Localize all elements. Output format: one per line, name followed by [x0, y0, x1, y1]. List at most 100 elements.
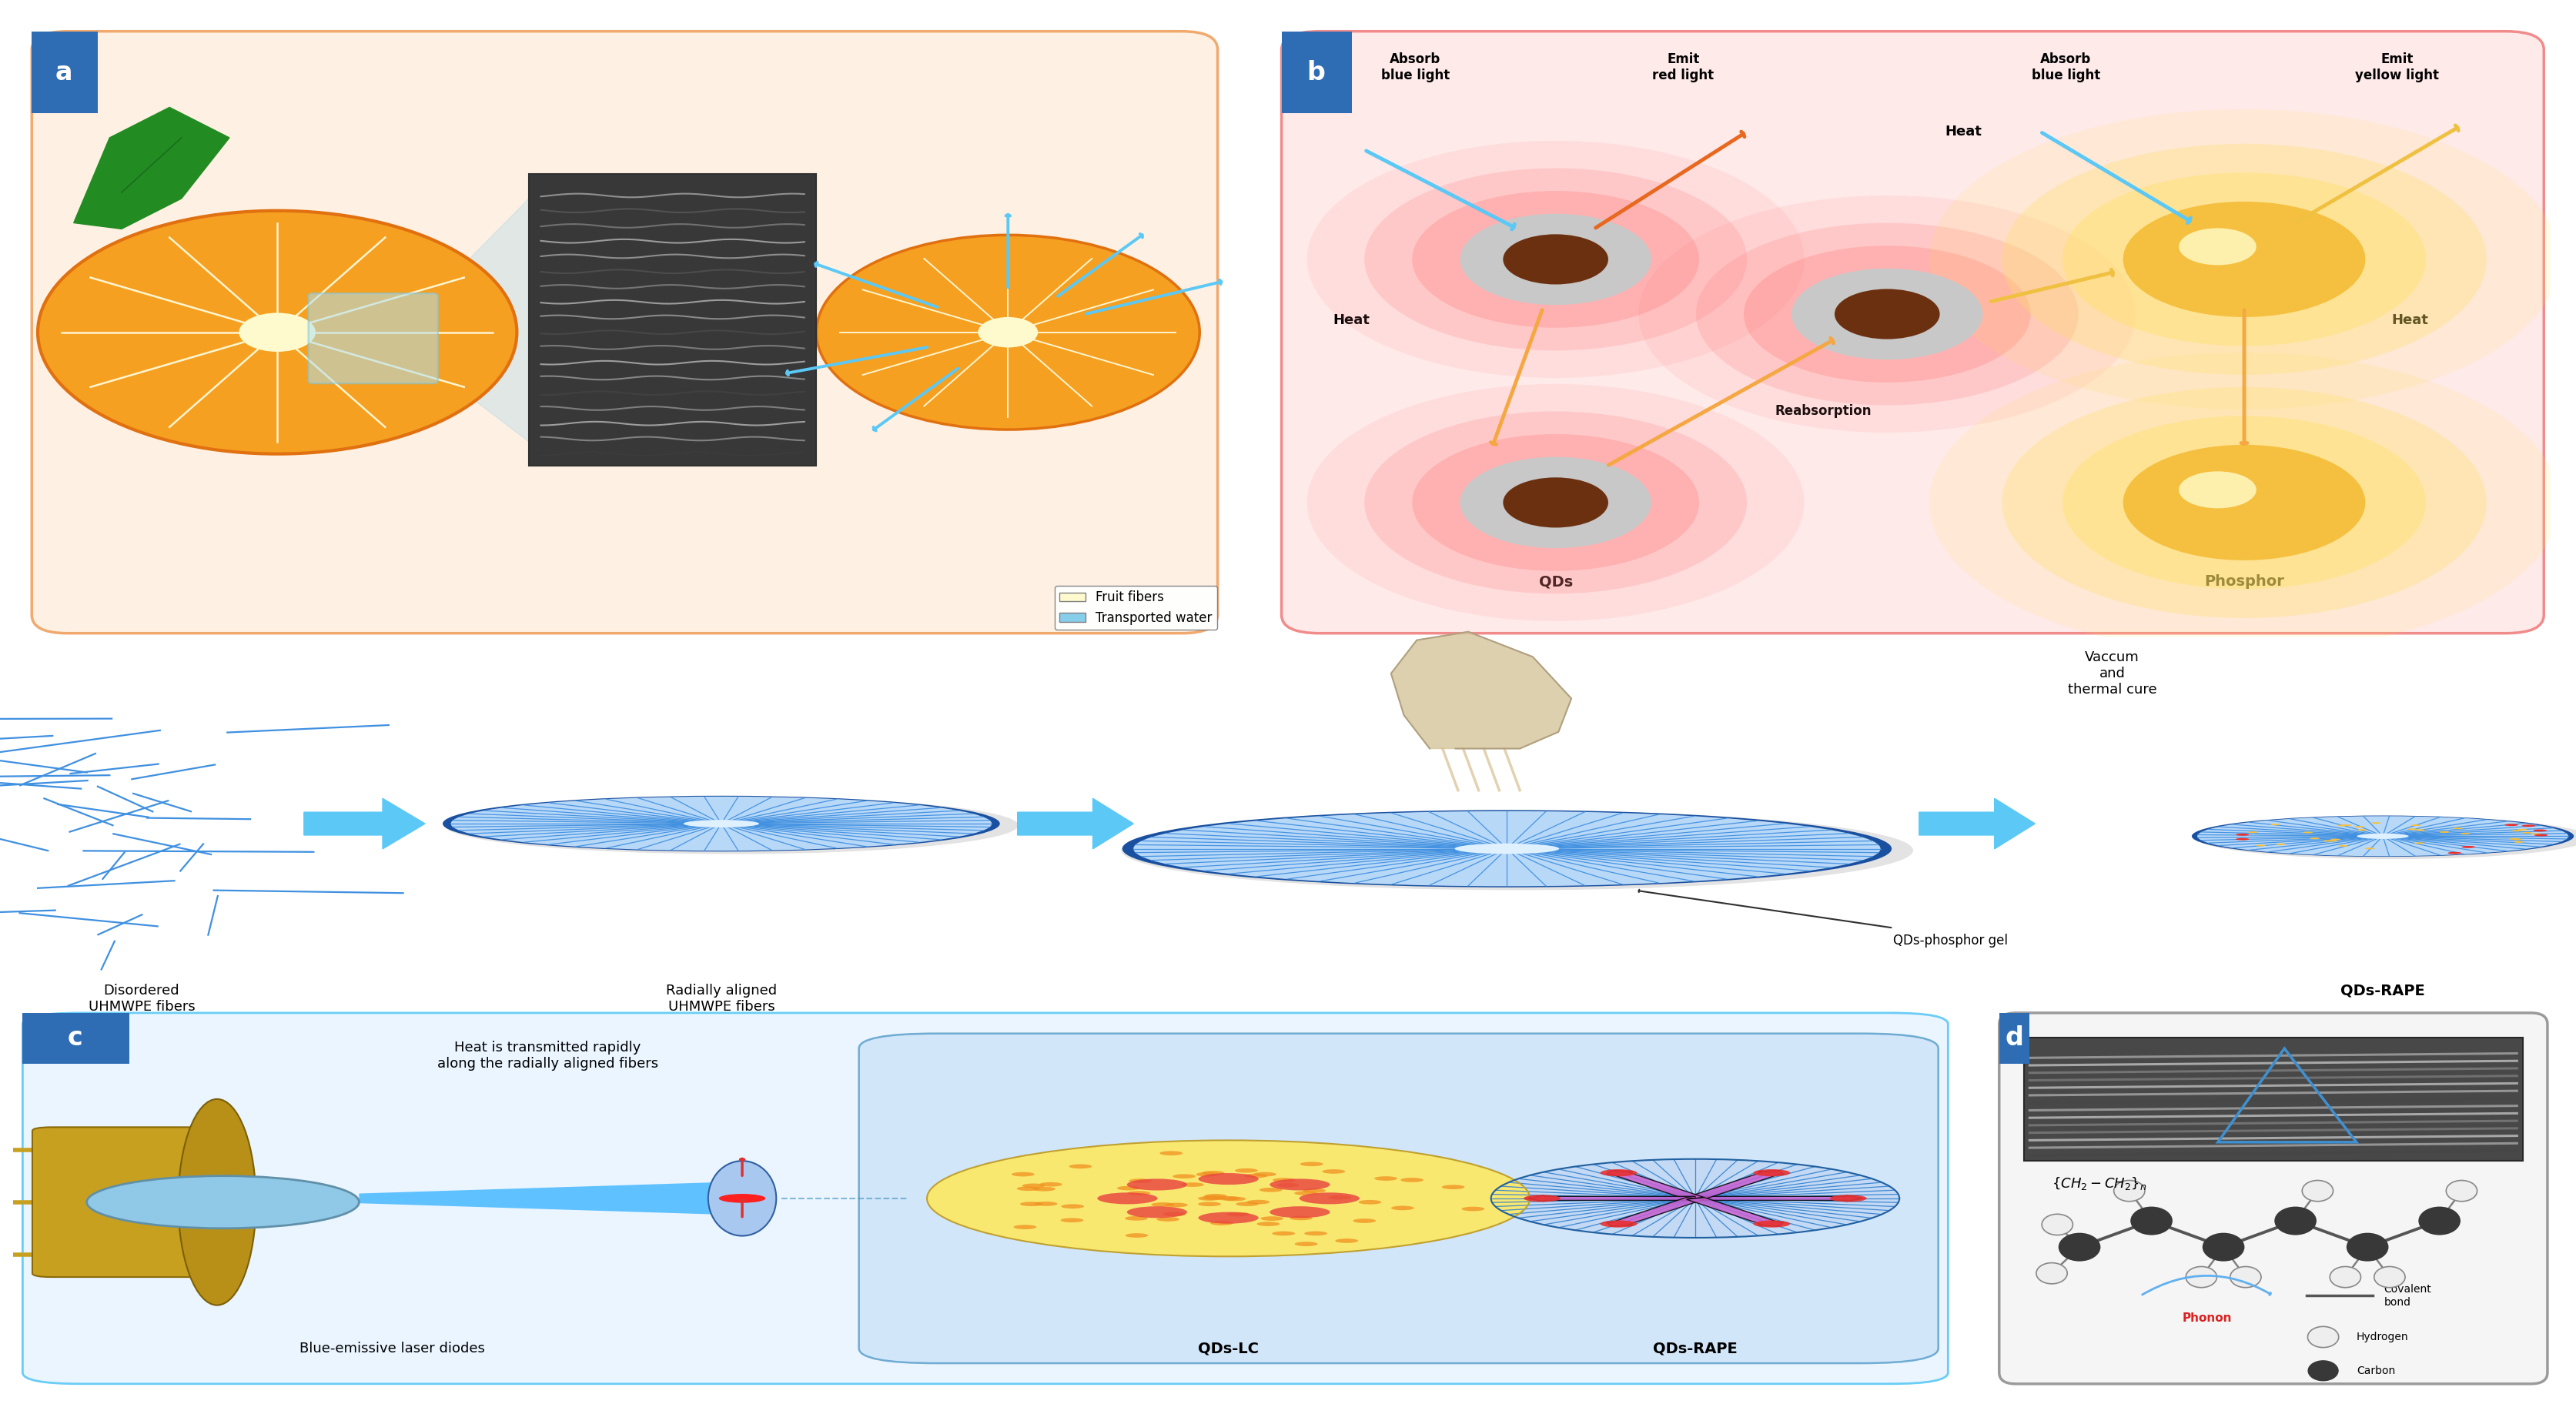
Circle shape: [1023, 1184, 1046, 1188]
Circle shape: [1033, 1186, 1056, 1191]
Circle shape: [719, 1193, 765, 1203]
Circle shape: [2447, 851, 2460, 854]
Circle shape: [1244, 1174, 1267, 1178]
Circle shape: [1744, 246, 2030, 382]
Circle shape: [1270, 1179, 1329, 1191]
Circle shape: [2179, 471, 2257, 508]
Circle shape: [2002, 387, 2486, 618]
Ellipse shape: [708, 1161, 775, 1236]
Text: Vaccum
and
thermal cure: Vaccum and thermal cure: [2069, 650, 2156, 697]
Circle shape: [817, 235, 1200, 430]
Circle shape: [2275, 1206, 2316, 1234]
Ellipse shape: [2357, 833, 2409, 839]
Circle shape: [1461, 1206, 1484, 1212]
Circle shape: [2532, 833, 2540, 834]
Circle shape: [1412, 434, 1700, 571]
Circle shape: [2269, 824, 2280, 826]
Circle shape: [1303, 1232, 1327, 1236]
Circle shape: [2123, 445, 2365, 560]
Circle shape: [1236, 1202, 1260, 1206]
Polygon shape: [1391, 632, 1571, 748]
Ellipse shape: [1121, 810, 1914, 891]
Circle shape: [1018, 1186, 1041, 1191]
Circle shape: [1522, 1195, 1561, 1202]
Circle shape: [1273, 1232, 1296, 1236]
Circle shape: [1293, 1191, 1316, 1195]
Circle shape: [1303, 1188, 1327, 1193]
Circle shape: [1159, 1151, 1182, 1155]
Text: Phosphor: Phosphor: [2205, 574, 2285, 588]
Legend: Fruit fibers, Transported water: Fruit fibers, Transported water: [1054, 585, 1218, 629]
Ellipse shape: [446, 796, 1018, 854]
Circle shape: [2115, 1181, 2146, 1202]
Circle shape: [1638, 195, 2136, 433]
Text: c: c: [67, 1025, 82, 1051]
Text: QDs-phosphor gel: QDs-phosphor gel: [1893, 933, 2009, 947]
Circle shape: [2035, 1263, 2069, 1284]
Circle shape: [2416, 829, 2427, 831]
Circle shape: [88, 1176, 358, 1229]
Text: Blue-emissive laser diodes: Blue-emissive laser diodes: [299, 1342, 484, 1355]
Circle shape: [1203, 1195, 1226, 1200]
Circle shape: [1203, 1193, 1226, 1198]
Ellipse shape: [1133, 812, 1880, 887]
Text: Disordered
UHMWPE fibers: Disordered UHMWPE fibers: [88, 984, 196, 1014]
Circle shape: [2512, 830, 2522, 831]
Circle shape: [1291, 1216, 1314, 1220]
Circle shape: [1069, 1164, 1092, 1168]
Circle shape: [2439, 831, 2450, 833]
Circle shape: [1126, 1233, 1149, 1237]
Circle shape: [1278, 1184, 1298, 1188]
Polygon shape: [358, 1182, 742, 1215]
Circle shape: [1401, 1178, 1425, 1182]
Circle shape: [2324, 840, 2334, 841]
Circle shape: [1216, 1196, 1239, 1200]
FancyBboxPatch shape: [1280, 31, 1352, 113]
Circle shape: [1118, 1186, 1141, 1191]
Circle shape: [2365, 848, 2375, 850]
Text: Radially aligned
UHMWPE fibers: Radially aligned UHMWPE fibers: [665, 984, 778, 1014]
Circle shape: [2236, 833, 2249, 836]
FancyArrow shape: [1607, 1171, 1705, 1199]
Ellipse shape: [1123, 810, 1891, 888]
Circle shape: [1195, 1172, 1218, 1176]
Circle shape: [1790, 269, 1984, 359]
Circle shape: [927, 1140, 1530, 1257]
Circle shape: [2460, 833, 2470, 834]
Circle shape: [2522, 824, 2535, 827]
Circle shape: [2514, 841, 2524, 843]
Circle shape: [2063, 416, 2427, 590]
Text: Heat: Heat: [1334, 314, 1370, 327]
Circle shape: [2357, 829, 2367, 830]
Text: Heat is transmitted rapidly
along the radially aligned fibers: Heat is transmitted rapidly along the ra…: [438, 1041, 659, 1070]
FancyArrow shape: [1919, 799, 2035, 848]
Circle shape: [2303, 1181, 2334, 1202]
Circle shape: [39, 211, 518, 454]
FancyBboxPatch shape: [31, 31, 98, 113]
Circle shape: [1162, 1212, 1185, 1216]
Circle shape: [2179, 228, 2257, 264]
Circle shape: [1198, 1174, 1260, 1185]
FancyArrow shape: [304, 799, 425, 848]
Circle shape: [2236, 839, 2249, 840]
Circle shape: [1273, 1178, 1296, 1182]
Circle shape: [1198, 1212, 1260, 1223]
Text: d: d: [2004, 1025, 2022, 1051]
Circle shape: [2249, 831, 2259, 833]
Circle shape: [2326, 840, 2336, 841]
Text: QDs-LC: QDs-LC: [1198, 1340, 1260, 1356]
Circle shape: [1128, 1179, 1151, 1184]
Circle shape: [2522, 831, 2532, 833]
Circle shape: [1695, 223, 2079, 406]
Circle shape: [1306, 385, 1803, 621]
Circle shape: [2063, 173, 2427, 346]
Circle shape: [1754, 1220, 1790, 1227]
FancyBboxPatch shape: [528, 174, 817, 467]
Circle shape: [2058, 1233, 2099, 1261]
Circle shape: [1365, 168, 1747, 351]
Circle shape: [2342, 824, 2352, 826]
Circle shape: [2517, 829, 2527, 830]
Circle shape: [2512, 839, 2522, 840]
Circle shape: [1270, 1206, 1329, 1217]
Circle shape: [1321, 1169, 1345, 1174]
